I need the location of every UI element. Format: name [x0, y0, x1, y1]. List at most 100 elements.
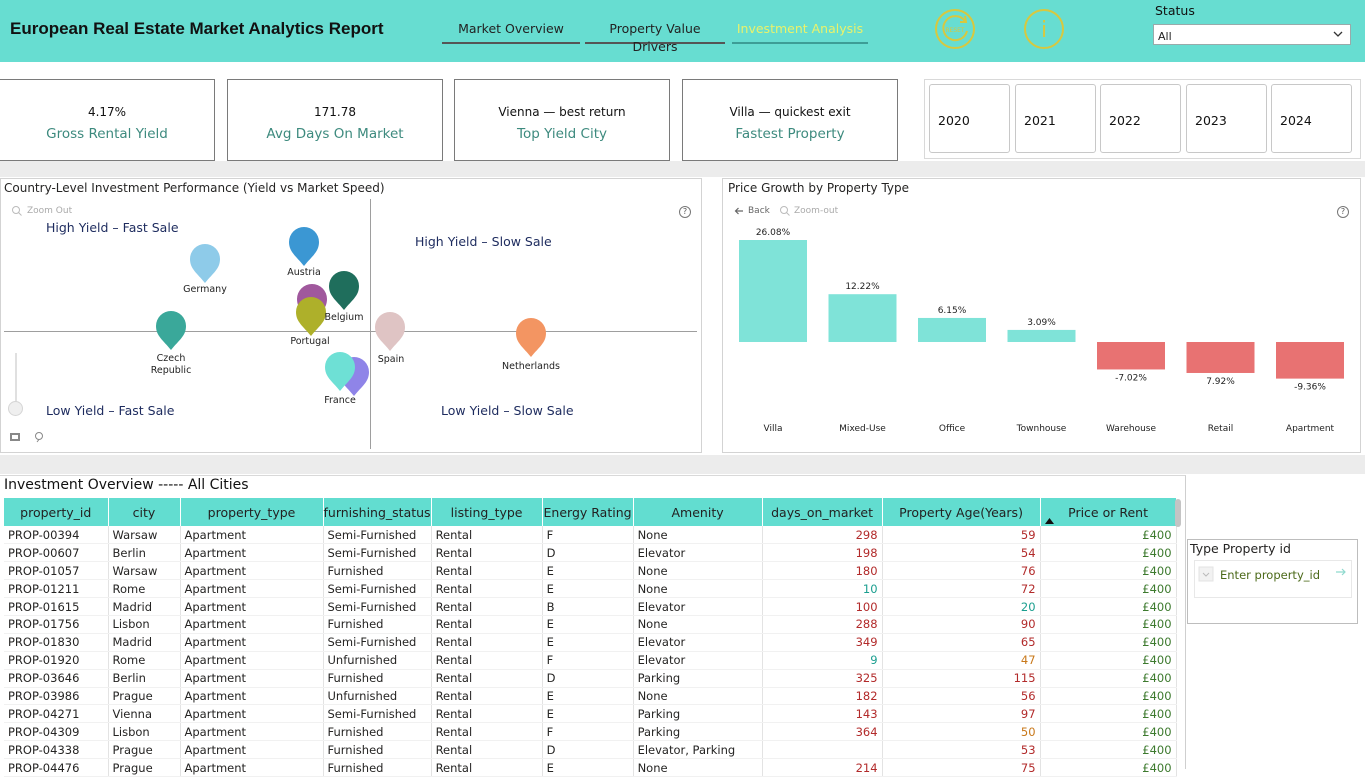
table-cell: 65: [882, 633, 1041, 652]
table-cell: 364: [762, 722, 883, 742]
tab-investment-analysis[interactable]: Investment Analysis: [732, 20, 868, 44]
property-id-input[interactable]: [1220, 568, 1335, 582]
bar-data-label: 6.15%: [938, 306, 967, 316]
table-cell: Rental: [431, 633, 543, 652]
column-header[interactable]: Amenity: [633, 498, 763, 526]
table-row[interactable]: PROP-01211 Rome Apartment Semi-Furnished Ren…: [4, 579, 1177, 599]
table-cell: Apartment: [180, 722, 324, 742]
help-icon[interactable]: ?: [679, 206, 691, 218]
zoom-out-label[interactable]: Zoom Out: [27, 206, 73, 216]
table-cell: 76: [882, 561, 1041, 581]
map-pin-marker[interactable]: [375, 312, 405, 351]
bar-townhouse[interactable]: [1007, 329, 1076, 342]
table-cell: D: [542, 740, 634, 760]
table-cell: Apartment: [180, 651, 324, 670]
table-scrollbar[interactable]: [1175, 499, 1181, 527]
table-cell: £400: [1040, 597, 1177, 616]
pin-label-czech-republic: Czech Republic: [150, 353, 192, 376]
table-row[interactable]: PROP-01830 Madrid Apartment Semi-Furnished R…: [4, 633, 1177, 652]
map-pin-marker[interactable]: [329, 271, 359, 310]
column-header[interactable]: property_id: [4, 498, 109, 526]
table-row[interactable]: PROP-01920 Rome Apartment Unfurnished Rental…: [4, 651, 1177, 670]
map-pin-marker[interactable]: [516, 318, 546, 357]
bar-office[interactable]: [918, 317, 986, 342]
table-cell: Rental: [431, 579, 543, 599]
map-pin-marker[interactable]: [296, 297, 326, 336]
status-dropdown[interactable]: All: [1153, 24, 1351, 45]
table-cell: Furnished: [323, 615, 432, 634]
table-cell: PROP-01756: [4, 615, 109, 634]
table-cell: £400: [1040, 526, 1177, 545]
back-arrow-icon[interactable]: [733, 205, 745, 217]
scatter-panel: Country-Level Investment Performance (Yi…: [0, 178, 702, 453]
table-row[interactable]: PROP-04476 Prague Apartment Furnished Rental…: [4, 758, 1177, 777]
year-button-2024[interactable]: 2024: [1271, 84, 1352, 153]
zoom-out-icon[interactable]: [779, 205, 791, 217]
input-field-icon: [1198, 566, 1214, 582]
table-cell: 53: [882, 740, 1041, 760]
column-header[interactable]: city: [108, 498, 181, 526]
year-button-2021[interactable]: 2021: [1015, 84, 1096, 153]
zoom-out-icon[interactable]: [11, 205, 23, 217]
map-pin-marker[interactable]: [325, 352, 355, 391]
bar-retail[interactable]: [1186, 342, 1255, 373]
bar-apartment[interactable]: [1276, 342, 1344, 379]
table-cell: Elevator: [633, 633, 763, 652]
table-cell: 90: [882, 615, 1041, 634]
column-header[interactable]: listing_type: [431, 498, 543, 526]
info-icon: i: [1041, 18, 1047, 43]
bar-villa[interactable]: [739, 240, 807, 342]
zoom-slider-track[interactable]: [15, 353, 17, 409]
table-cell: Madrid: [108, 597, 181, 616]
table-row[interactable]: PROP-01615 Madrid Apartment Semi-Furnished R…: [4, 597, 1177, 616]
investment-table: property_id city property_type furnishing_s…: [4, 498, 1177, 777]
help-icon[interactable]: ?: [1337, 206, 1349, 218]
table-row[interactable]: PROP-03986 Prague Apartment Unfurnished Rent…: [4, 687, 1177, 706]
table-row[interactable]: PROP-01756 Lisbon Apartment Furnished Rental…: [4, 615, 1177, 634]
map-pin-marker[interactable]: [190, 244, 220, 283]
submit-arrow-icon[interactable]: [1335, 566, 1347, 578]
sort-ascending-icon[interactable]: [1044, 518, 1054, 524]
column-header[interactable]: days_on_market: [762, 498, 883, 526]
table-row[interactable]: PROP-04271 Vienna Apartment Semi-Furnished R…: [4, 704, 1177, 724]
zoom-out-label[interactable]: Zoom-out: [794, 206, 839, 216]
table-row[interactable]: PROP-00607 Berlin Apartment Semi-Furnished R…: [4, 543, 1177, 563]
zoom-slider-handle[interactable]: [8, 401, 23, 416]
year-button-2023[interactable]: 2023: [1186, 84, 1267, 153]
bar-data-label: 3.09%: [1027, 318, 1056, 328]
map-pin-icon[interactable]: [33, 431, 45, 443]
column-header[interactable]: Price or Rent: [1040, 498, 1177, 526]
table-cell: E: [542, 687, 634, 706]
table-row[interactable]: PROP-04309 Lisbon Apartment Furnished Rental…: [4, 722, 1177, 742]
info-button[interactable]: i: [1024, 9, 1064, 49]
map-pin-marker[interactable]: [289, 227, 319, 266]
table-cell: Rental: [431, 687, 543, 706]
table-row[interactable]: PROP-03646 Berlin Apartment Furnished Rental…: [4, 669, 1177, 688]
table-row[interactable]: PROP-01057 Warsaw Apartment Furnished Rental…: [4, 561, 1177, 581]
category-tick-label: Villa: [764, 424, 783, 434]
reset-button[interactable]: RESET: [935, 9, 975, 49]
fit-screen-icon[interactable]: [9, 432, 21, 442]
column-header[interactable]: property_type: [180, 498, 324, 526]
column-header[interactable]: furnishing_status: [323, 498, 432, 526]
bar-warehouse[interactable]: [1097, 342, 1165, 370]
bar-mixed-use[interactable]: [828, 294, 897, 342]
year-button-2020[interactable]: 2020: [929, 84, 1010, 153]
year-button-2022[interactable]: 2022: [1100, 84, 1181, 153]
table-row[interactable]: PROP-04338 Prague Apartment Furnished Rental…: [4, 740, 1177, 760]
back-label[interactable]: Back: [748, 206, 770, 216]
column-header[interactable]: Property Age(Years): [882, 498, 1041, 526]
table-cell: Rental: [431, 704, 543, 724]
tab-property-value-drivers[interactable]: Property Value Drivers: [585, 20, 725, 54]
tab-market-overview[interactable]: Market Overview: [442, 20, 580, 44]
table-cell: Apartment: [180, 597, 324, 616]
table-cell: Apartment: [180, 615, 324, 634]
table-cell: Vienna: [108, 704, 181, 724]
table-row[interactable]: PROP-00394 Warsaw Apartment Semi-Furnished R…: [4, 526, 1177, 545]
pin-label-austria: Austria: [287, 267, 321, 278]
table-cell: Warsaw: [108, 561, 181, 581]
table-cell: PROP-01211: [4, 579, 109, 599]
map-pin-marker[interactable]: [156, 311, 186, 350]
column-header[interactable]: Energy Rating: [542, 498, 634, 526]
table-cell: D: [542, 669, 634, 688]
